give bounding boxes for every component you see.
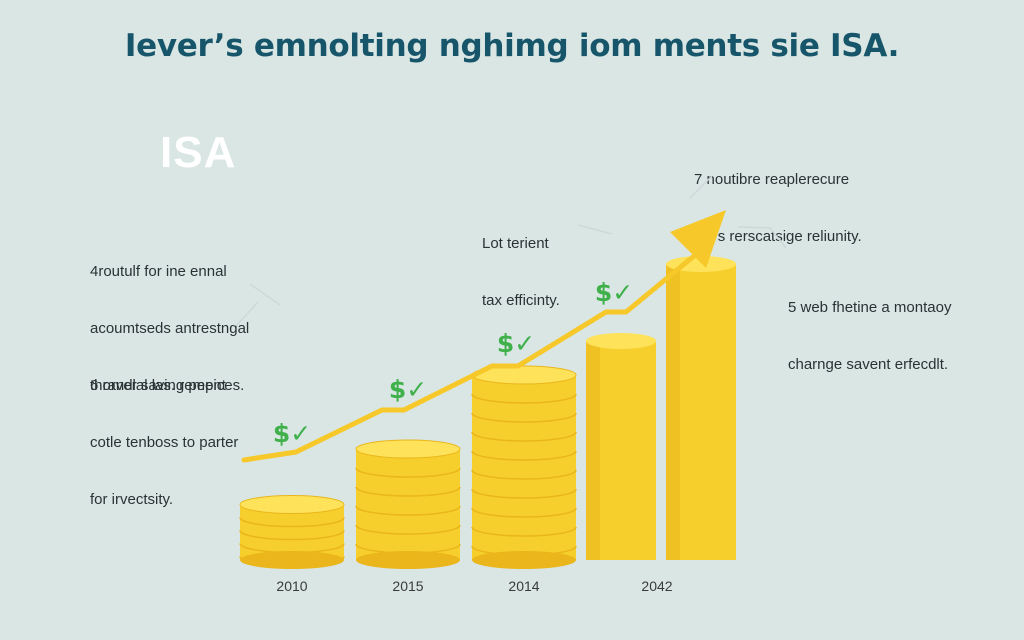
coin-edge — [471, 526, 577, 537]
bar-top — [355, 439, 461, 459]
bar-base — [356, 551, 460, 569]
pointer-line — [737, 226, 771, 229]
bar-2042 — [586, 256, 736, 560]
isa-logo-text: ISA — [160, 128, 237, 177]
annotation-line: charnge savent erfecdlt. — [788, 356, 949, 373]
bar-shade — [666, 264, 680, 560]
coin-edge — [471, 545, 577, 556]
bar — [356, 449, 460, 560]
annotation-left-upper: 4routulf for ine ennal acoumtseds antres… — [90, 224, 249, 433]
bar-2010 — [239, 495, 345, 569]
coin-edge — [471, 507, 577, 518]
x-tick-label: 2015 — [392, 578, 424, 594]
annotation-right: 5 web fhetine a montaoy charnge savent e… — [788, 260, 951, 412]
dollar-check-marker: $✓ — [389, 375, 427, 404]
x-tick-label: 2042 — [641, 578, 673, 594]
coin-edge — [471, 450, 577, 461]
annotation-line: Lot terient — [482, 235, 549, 252]
pointer-line — [235, 301, 259, 327]
page-title: Iever’s emnolting nghimg iom ments sie I… — [124, 28, 900, 64]
bar-shade — [586, 340, 600, 560]
annotation-line: thorver saving pepices. — [90, 377, 245, 394]
dollar-check-marker: $✓ — [595, 278, 633, 307]
marker-layer: $✓ $✓ $✓ $✓ — [273, 278, 633, 448]
coin-edge — [355, 505, 461, 516]
pointer-line — [689, 175, 713, 199]
annotation-line: acoumtseds antrestngal — [90, 320, 250, 337]
coin-edge — [239, 530, 345, 541]
pointer-line — [577, 224, 613, 235]
coin-edge — [471, 469, 577, 480]
dollar-check-marker: $✓ — [497, 329, 535, 358]
annotation-center: Lot terient tax efficinty. — [482, 196, 560, 348]
bar-base — [472, 551, 576, 569]
coin-edge — [239, 517, 345, 528]
coin-edge — [471, 488, 577, 499]
trend-arrowhead — [670, 210, 726, 268]
coin-edge — [239, 556, 345, 567]
trend-arrow-layer — [241, 210, 726, 463]
annotation-line: for irvectsity. — [90, 491, 174, 508]
coin-edge — [239, 543, 345, 554]
pointer-line — [249, 283, 281, 306]
annotation-line: 5 web fhetine a montaoy — [788, 299, 952, 316]
bar-layer — [239, 256, 736, 569]
coin-edge — [471, 412, 577, 423]
annotation-left-lower: 6 randlal las. rement cotle tenboss to p… — [90, 338, 238, 547]
coin-edge — [471, 393, 577, 404]
coin-edge — [471, 431, 577, 442]
trend-line — [241, 253, 697, 463]
bar — [472, 375, 576, 560]
annotation-line: cotle tenboss to parter — [90, 434, 239, 451]
bar-base — [240, 551, 344, 569]
coin-edge — [355, 467, 461, 478]
coin-edge — [355, 486, 461, 497]
annotation-pointers — [235, 175, 787, 327]
annotation-line: 6 randlal las. rement — [90, 377, 226, 394]
coin-edge — [355, 543, 461, 554]
coin-edge — [355, 524, 461, 535]
bar-2015 — [355, 439, 461, 569]
annotation-line: 7 noutibre reaplerecure — [694, 171, 850, 188]
bar-top — [586, 332, 656, 349]
dollar-check-marker: $✓ — [273, 419, 311, 448]
annotation-line: tax efficinty. — [482, 292, 560, 309]
bar-top — [666, 256, 736, 272]
annotation-line: 4routulf for ine ennal — [90, 263, 227, 280]
x-tick-label: 2014 — [508, 578, 540, 594]
bar-2014 — [471, 365, 577, 569]
pointer-line — [769, 227, 787, 249]
x-tick-label: 2010 — [276, 578, 308, 594]
bar-top — [239, 495, 345, 514]
